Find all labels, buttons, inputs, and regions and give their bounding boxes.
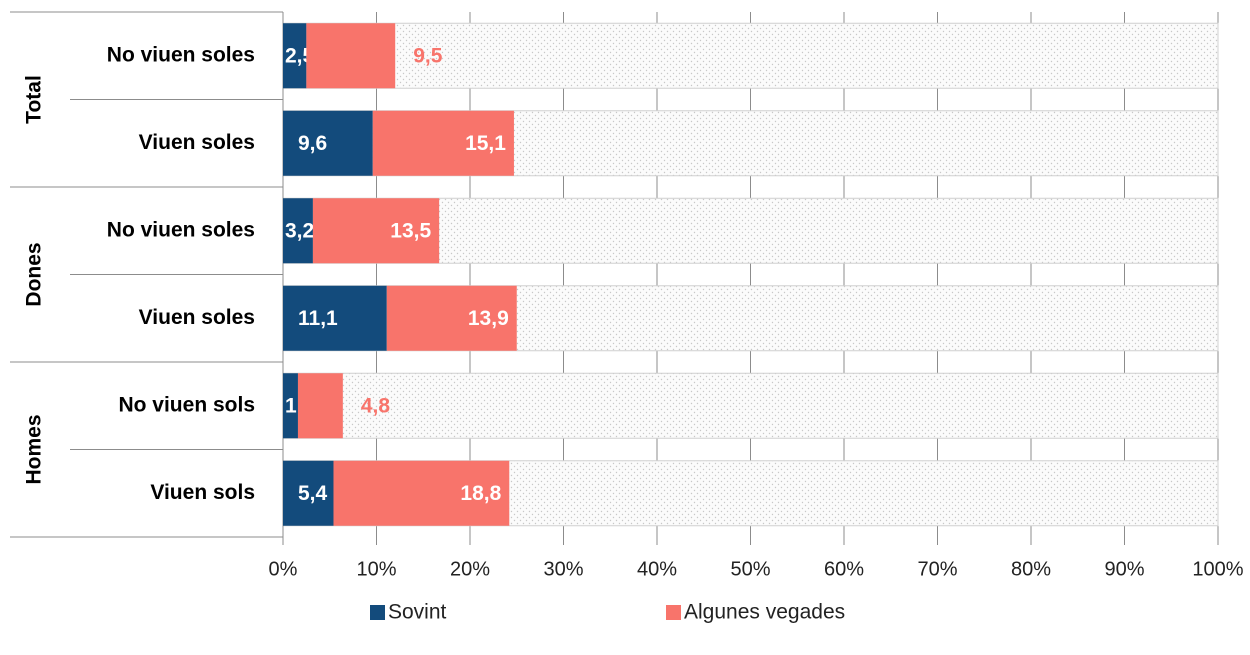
x-tick-label: 90% <box>1104 558 1144 580</box>
x-tick-label: 40% <box>637 558 677 580</box>
group-label: Dones <box>23 242 46 306</box>
legend-label: Sovint <box>388 601 447 624</box>
x-tick-label: 60% <box>824 558 864 580</box>
data-label: 3,2 <box>285 219 314 242</box>
x-tick-label: 50% <box>730 558 770 580</box>
bar <box>283 110 373 176</box>
data-label: 5,4 <box>298 482 328 505</box>
y-tick-label: No viuen soles <box>107 218 255 241</box>
data-label: 4,8 <box>361 394 391 417</box>
group-label: Total <box>23 75 46 124</box>
x-tick-label: 20% <box>450 558 490 580</box>
data-label: 15,1 <box>465 132 506 155</box>
bar <box>283 373 298 439</box>
x-tick-label: 100% <box>1192 558 1243 580</box>
bar <box>372 110 514 176</box>
y-tick-label: Viuen soles <box>139 306 255 329</box>
y-tick-label: No viuen sols <box>118 393 255 416</box>
data-label: 9,5 <box>413 44 443 67</box>
bar <box>333 460 510 526</box>
bar <box>283 460 334 526</box>
x-tick-label: 80% <box>1011 558 1051 580</box>
bar <box>386 285 517 351</box>
row-background <box>282 372 1219 439</box>
bar <box>312 198 440 264</box>
row-background <box>282 22 1219 89</box>
data-label: 13,5 <box>390 219 431 242</box>
bar <box>283 285 387 351</box>
legend-swatch <box>666 605 681 620</box>
y-tick-label: No viuen soles <box>107 43 255 66</box>
legend-swatch <box>370 605 385 620</box>
data-label: 18,8 <box>460 482 501 505</box>
data-label: 11,1 <box>298 307 338 330</box>
x-tick-label: 10% <box>356 558 396 580</box>
bar <box>283 23 307 89</box>
data-label: 13,9 <box>468 307 509 330</box>
bar <box>283 198 313 264</box>
x-tick-label: 0% <box>269 558 298 580</box>
x-tick-label: 70% <box>917 558 957 580</box>
x-tick-label: 30% <box>543 558 583 580</box>
y-tick-label: Viuen sols <box>150 481 255 504</box>
y-tick-label: Viuen soles <box>139 131 255 154</box>
bar <box>297 373 343 439</box>
bar <box>306 23 396 89</box>
data-label: 9,6 <box>298 132 327 155</box>
legend-label: Algunes vegades <box>684 601 845 624</box>
group-label: Homes <box>23 414 46 484</box>
